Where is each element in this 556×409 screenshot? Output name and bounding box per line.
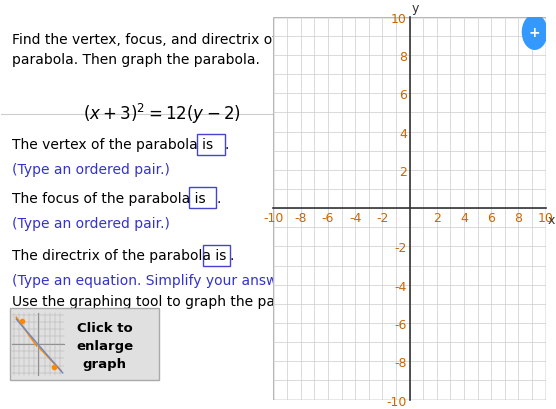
Text: Find the vertex, focus, and directrix of the
parabola. Then graph the parabola.: Find the vertex, focus, and directrix of…: [12, 33, 305, 66]
Text: The directrix of the parabola is: The directrix of the parabola is: [12, 249, 227, 263]
Circle shape: [523, 16, 547, 50]
Text: The focus of the parabola is: The focus of the parabola is: [12, 191, 206, 205]
Bar: [9, 308, 159, 380]
Text: Click to
enlarge
graph: Click to enlarge graph: [76, 321, 133, 370]
Text: .: .: [225, 138, 229, 152]
Text: $(x + 3)^2 = 12(y - 2)$: $(x + 3)^2 = 12(y - 2)$: [83, 102, 241, 126]
Text: .: .: [216, 191, 221, 205]
Bar: [189, 188, 216, 209]
Text: Use the graphing tool to graph the parabola.: Use the graphing tool to graph the parab…: [12, 294, 324, 308]
Text: (Type an ordered pair.): (Type an ordered pair.): [12, 163, 170, 177]
Text: .: .: [230, 249, 234, 263]
Text: (Type an ordered pair.): (Type an ordered pair.): [12, 216, 170, 230]
Text: (Type an equation. Simplify your answer.): (Type an equation. Simplify your answer.…: [12, 274, 300, 288]
Text: +: +: [529, 26, 540, 40]
Text: The vertex of the parabola is: The vertex of the parabola is: [12, 138, 214, 152]
Bar: [203, 245, 230, 266]
Text: y: y: [411, 2, 419, 15]
Bar: [197, 134, 225, 155]
Text: x: x: [547, 213, 555, 227]
